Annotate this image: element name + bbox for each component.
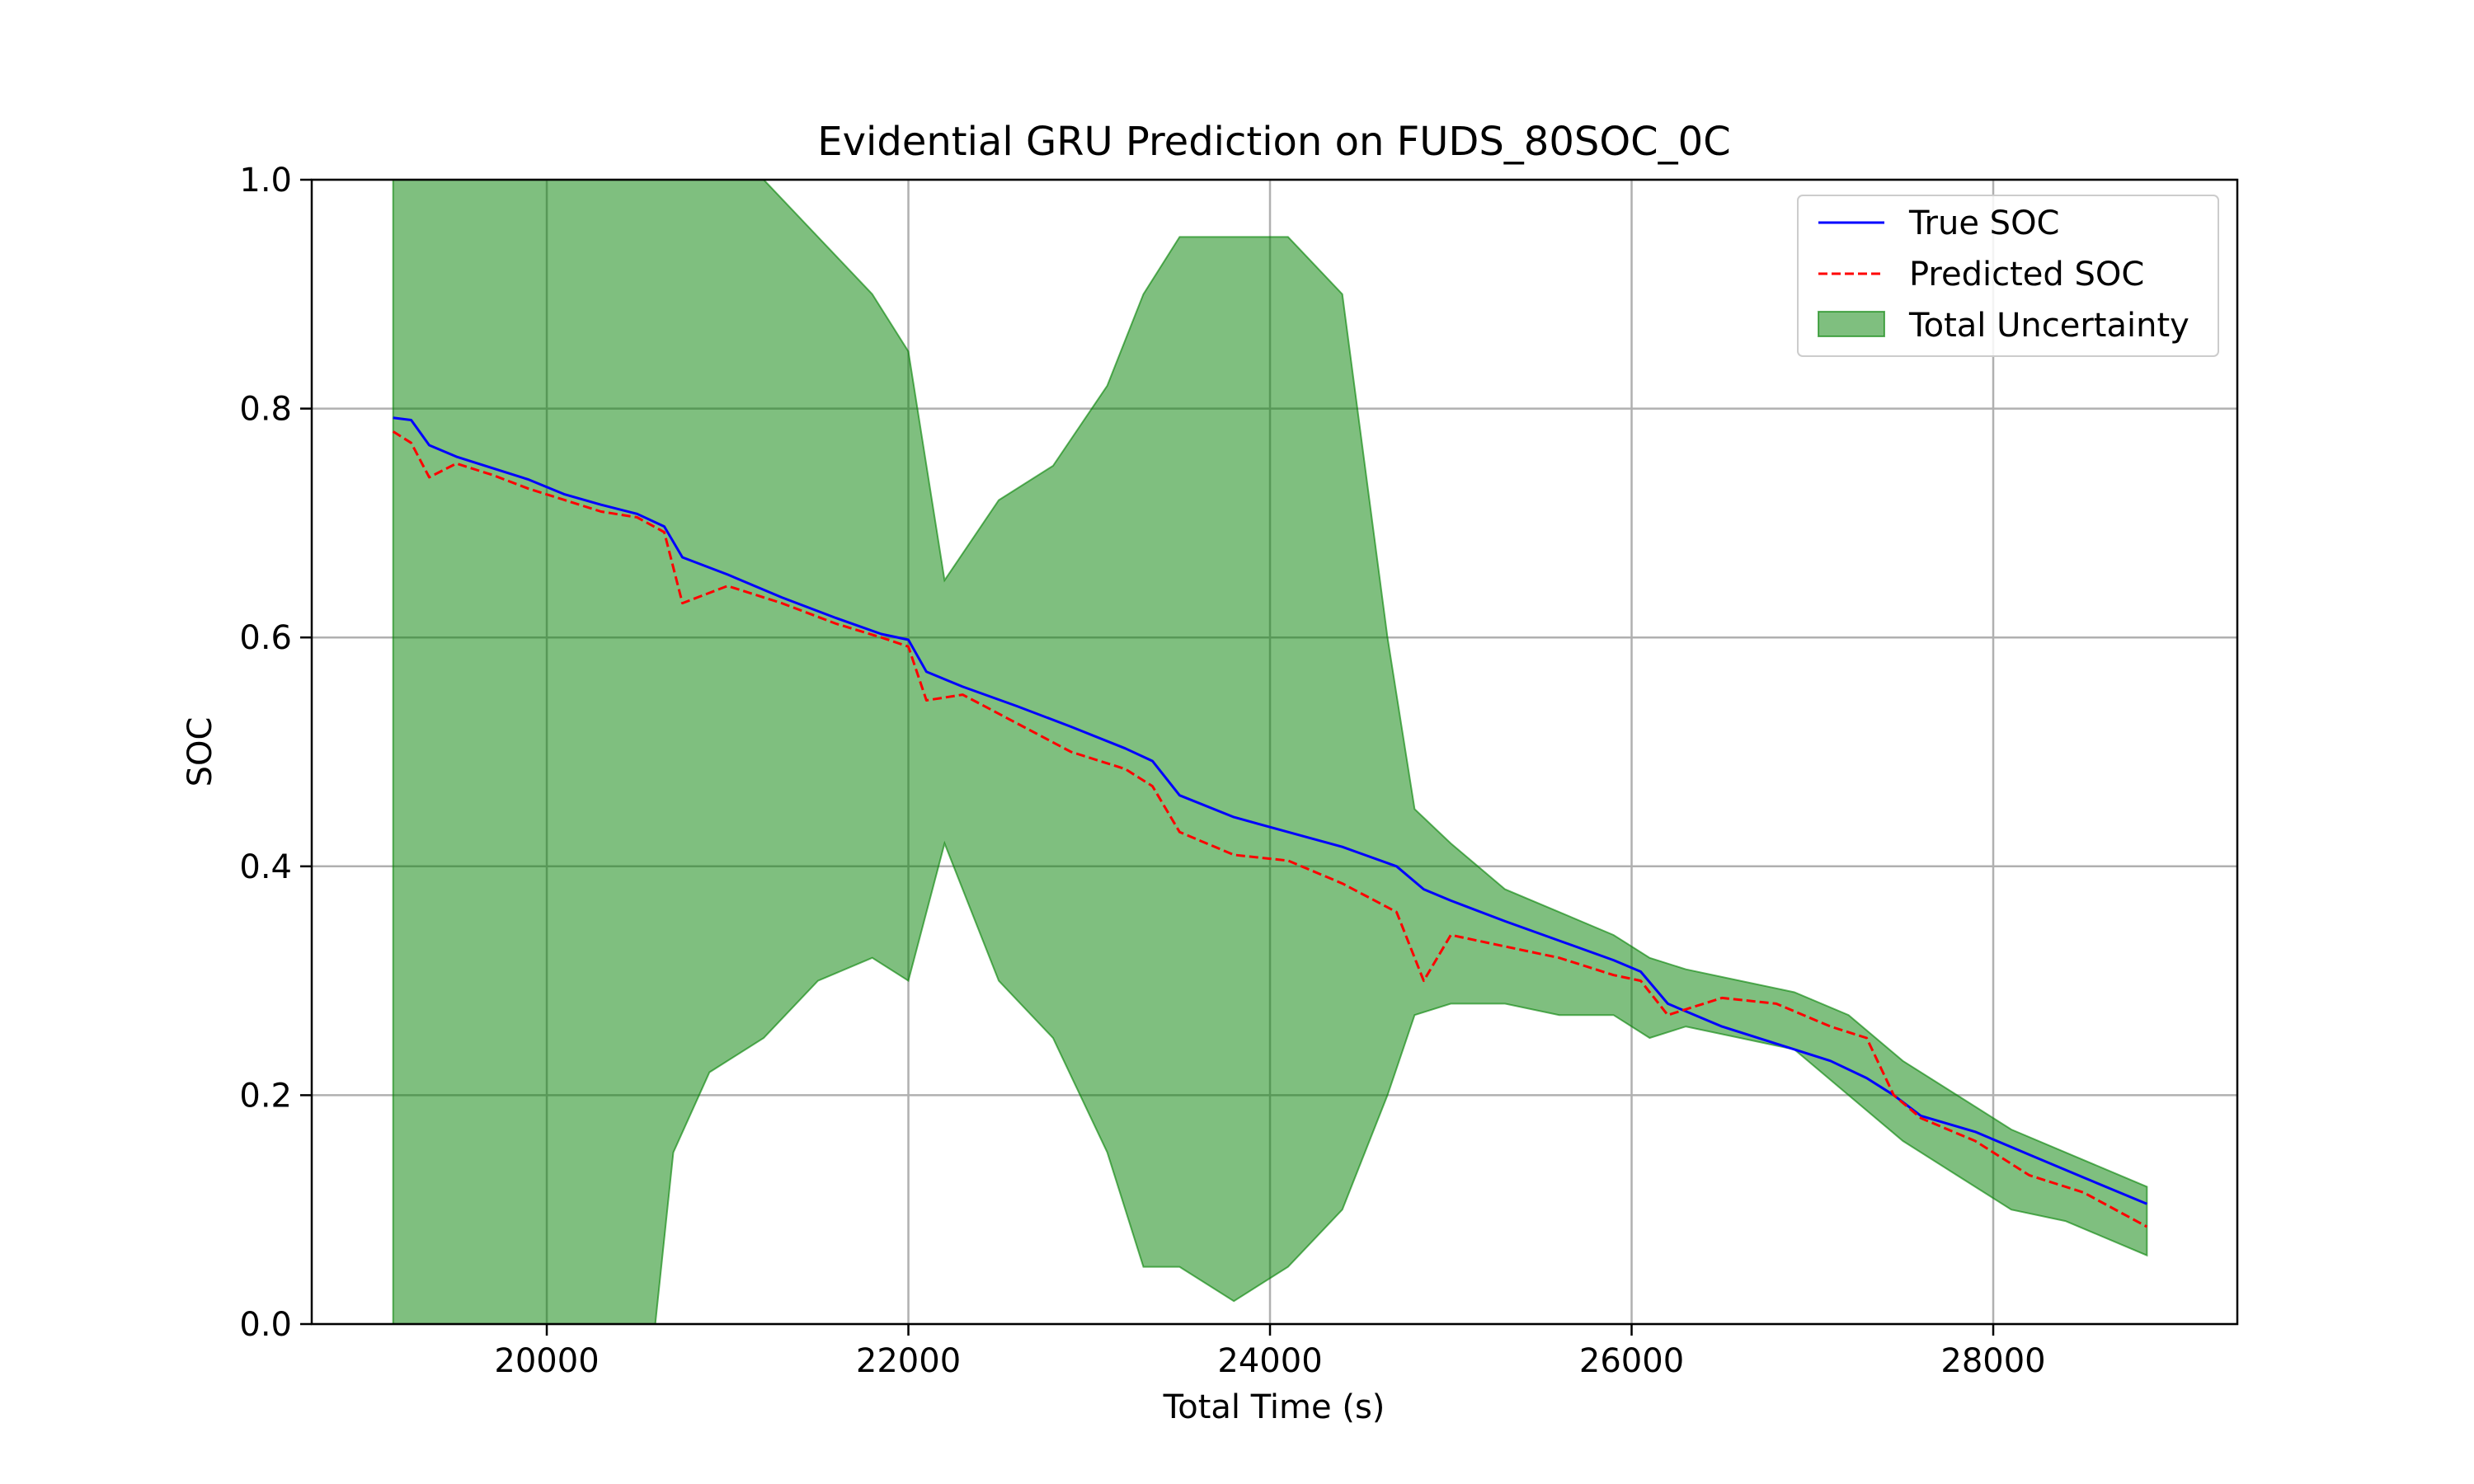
legend: True SOC Predicted SOC Total Uncertainty	[1797, 195, 2219, 357]
y-axis-label: SOC	[181, 717, 219, 787]
legend-label-total-uncertainty: Total Uncertainty	[1908, 307, 2189, 345]
y-tick-label: 0.2	[239, 1077, 292, 1115]
legend-label-predicted-soc: Predicted SOC	[1909, 256, 2144, 294]
y-tick-label: 0.6	[239, 619, 292, 657]
x-tick-label: 20000	[494, 1342, 599, 1380]
y-tick-label: 1.0	[239, 162, 292, 200]
true-soc-line	[393, 416, 2147, 1205]
chart-title: Evidential GRU Prediction on FUDS_80SOC_…	[817, 119, 1730, 165]
plot-frame	[310, 178, 2239, 1326]
legend-swatch-uncertainty	[1818, 311, 1885, 337]
x-tick-label: 26000	[1579, 1342, 1684, 1380]
series-layer	[392, 416, 2148, 1228]
x-axis-label: Total Time (s)	[1163, 1388, 1385, 1426]
uncertainty-band	[392, 179, 2148, 1325]
axis-ticks: 20000 22000 24000 26000 28000 0.0 0.2 0.4 0.6 0.8…	[239, 162, 2045, 1380]
y-tick-label: 0.4	[239, 848, 292, 886]
uncertainty-band-layer	[392, 179, 2148, 1325]
x-tick-label: 22000	[856, 1342, 961, 1380]
legend-box	[1797, 195, 2219, 357]
y-tick-label: 0.0	[239, 1306, 292, 1344]
y-tick-label: 0.8	[239, 391, 292, 429]
legend-label-true-soc: True SOC	[1908, 204, 2059, 242]
x-tick-label: 24000	[1217, 1342, 1322, 1380]
x-tick-label: 28000	[1940, 1342, 2045, 1380]
predicted-soc-line	[392, 430, 2148, 1228]
